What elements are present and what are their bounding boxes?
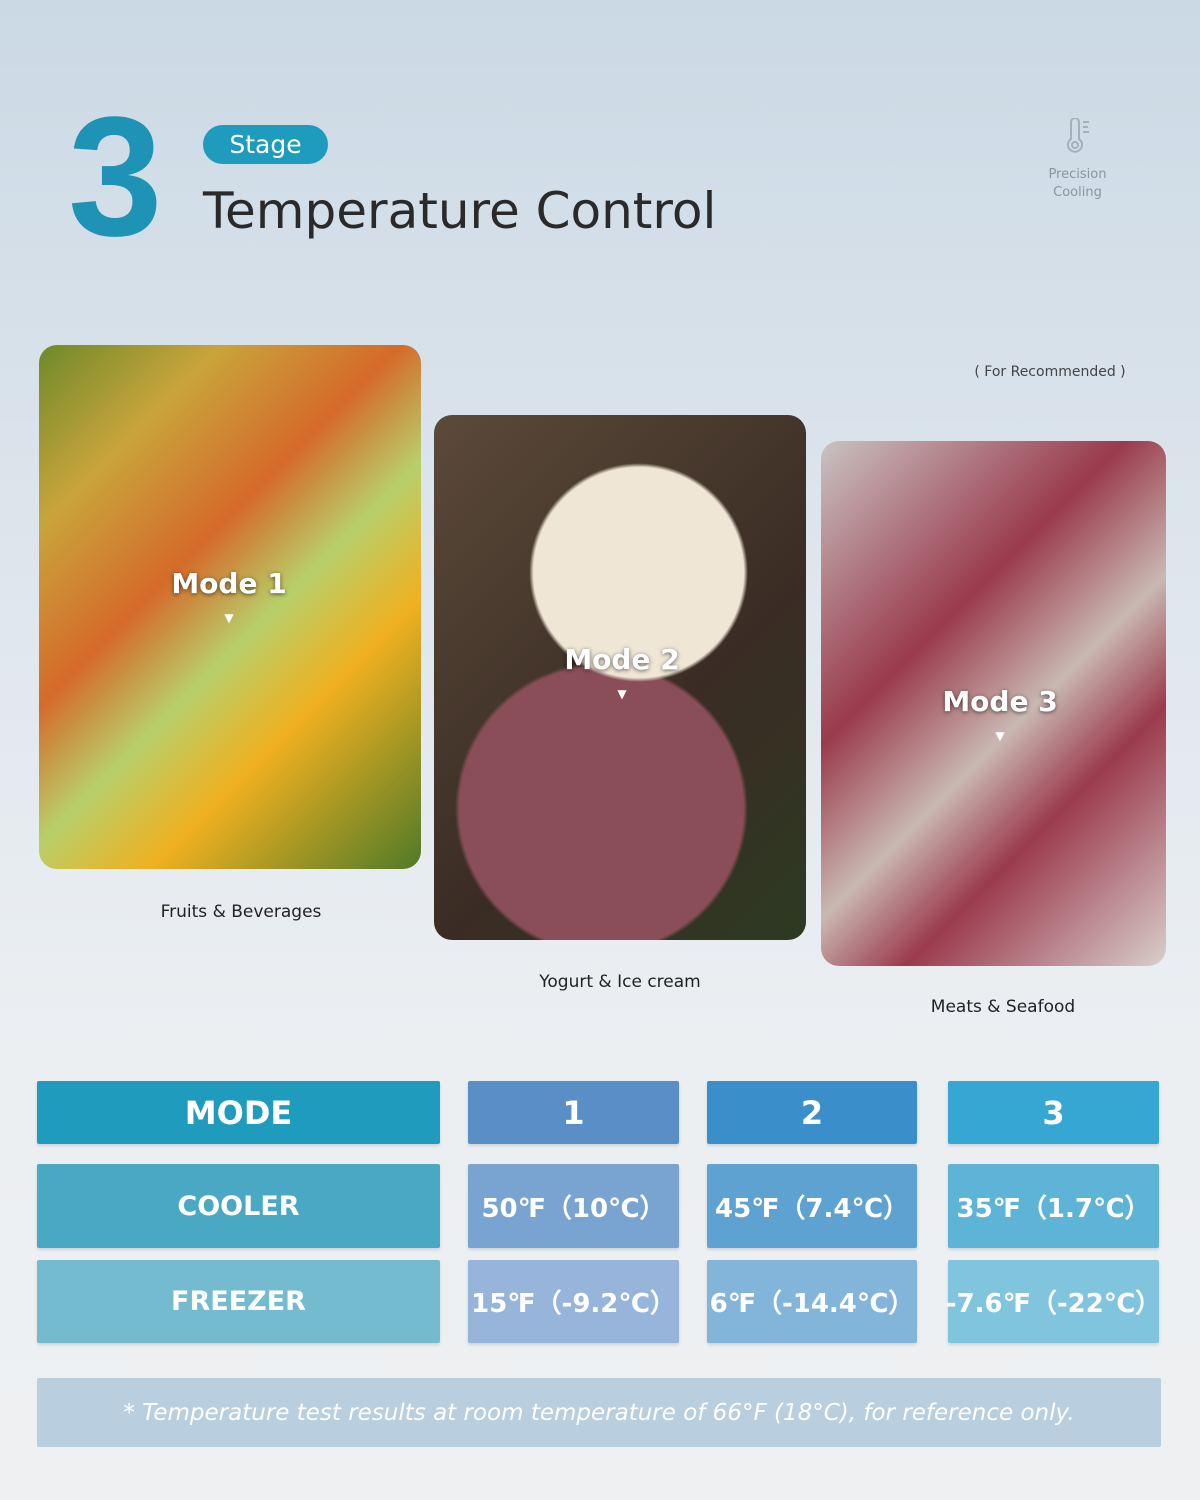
page-title: Temperature Control <box>203 182 717 240</box>
reference-note: * Temperature test results at room tempe… <box>37 1378 1161 1447</box>
row-label-freezer: FREEZER <box>37 1260 440 1343</box>
cooler-mode-2: 45℉（7.4℃） <box>707 1164 917 1248</box>
header-mode-1: 1 <box>468 1081 679 1144</box>
mode-1-label: Mode 1 <box>171 567 287 600</box>
freezer-mode-3: -7.6℉（-22℃） <box>946 1260 1161 1343</box>
header-mode-2: 2 <box>707 1081 917 1144</box>
mode-1-caption: Fruits & Beverages <box>160 902 322 922</box>
row-label-cooler: COOLER <box>37 1164 440 1248</box>
cooler-mode-1: 50℉（10℃） <box>468 1164 679 1248</box>
header-mode-3: 3 <box>948 1081 1159 1144</box>
pointer-icon: ▼ <box>995 729 1005 743</box>
mode-3-image: Mode 3 ▼ <box>821 441 1166 966</box>
freezer-mode-2: 6℉（-14.4℃） <box>707 1260 917 1343</box>
freezer-mode-1: 15℉（-9.2℃） <box>468 1260 679 1343</box>
pointer-icon: ▼ <box>224 611 234 625</box>
mode-2-caption: Yogurt & Ice cream <box>539 972 701 992</box>
precision-cooling-feature: Precision Cooling <box>1030 118 1125 202</box>
pointer-icon: ▼ <box>617 687 627 701</box>
mode-3-label: Mode 3 <box>942 685 1058 718</box>
cooler-mode-3: 35℉（1.7℃） <box>948 1164 1159 1248</box>
feature-line-2: Cooling <box>1053 185 1102 200</box>
mode-1-image: Mode 1 ▼ <box>39 345 421 869</box>
mode-3-caption: Meats & Seafood <box>930 997 1076 1017</box>
recommended-note: ( For Recommended ) <box>974 364 1126 380</box>
feature-line-1: Precision <box>1048 167 1107 182</box>
header-mode: MODE <box>37 1081 440 1144</box>
mode-2-label: Mode 2 <box>564 643 680 676</box>
stage-badge: Stage <box>203 125 328 164</box>
stage-number: 3 <box>68 82 163 272</box>
mode-2-image: Mode 2 ▼ <box>434 415 806 940</box>
thermometer-icon <box>1066 118 1089 153</box>
